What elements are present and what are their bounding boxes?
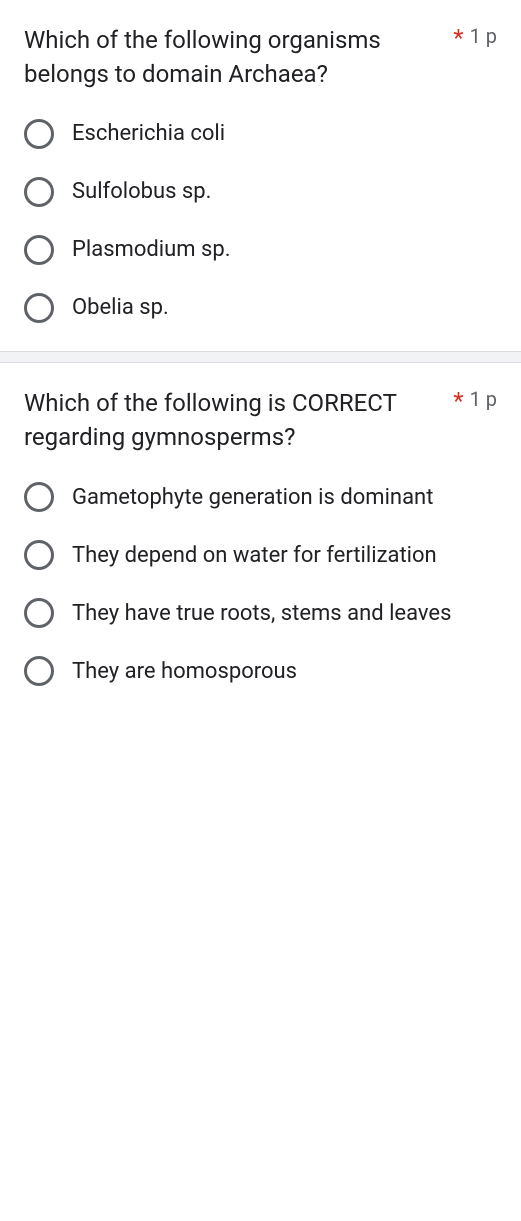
radio-icon[interactable] (24, 656, 54, 686)
option-row[interactable]: They are homosporous (24, 656, 497, 686)
option-row[interactable]: They have true roots, stems and leaves (24, 598, 497, 628)
radio-icon[interactable] (24, 235, 54, 265)
question-card: Which of the following is CORRECT regard… (0, 363, 521, 714)
option-label: They are homosporous (72, 657, 297, 687)
radio-icon[interactable] (24, 119, 54, 149)
option-row[interactable]: Sulfolobus sp. (24, 177, 497, 207)
option-row[interactable]: They depend on water for fertilization (24, 540, 497, 570)
option-row[interactable]: Plasmodium sp. (24, 235, 497, 265)
radio-icon[interactable] (24, 177, 54, 207)
radio-icon[interactable] (24, 293, 54, 323)
radio-icon[interactable] (24, 598, 54, 628)
option-label: Gametophyte generation is dominant (72, 483, 433, 513)
question-header: Which of the following is CORRECT regard… (24, 387, 497, 454)
radio-icon[interactable] (24, 482, 54, 512)
card-divider (0, 351, 521, 363)
option-label: Plasmodium sp. (72, 235, 231, 265)
option-label: Escherichia coli (72, 119, 225, 149)
points-label: 1 p (470, 24, 497, 48)
options-group: Escherichia coli Sulfolobus sp. Plasmodi… (24, 119, 497, 323)
points-label: 1 p (470, 387, 497, 411)
option-row[interactable]: Gametophyte generation is dominant (24, 482, 497, 512)
question-card: Which of the following organisms belongs… (0, 0, 521, 351)
option-label: Obelia sp. (72, 293, 169, 323)
required-marker: * (453, 387, 463, 415)
question-header: Which of the following organisms belongs… (24, 24, 497, 91)
options-group: Gametophyte generation is dominant They … (24, 482, 497, 686)
radio-icon[interactable] (24, 540, 54, 570)
option-label: They depend on water for fertilization (72, 541, 437, 571)
required-marker: * (453, 24, 463, 52)
question-text: Which of the following is CORRECT regard… (24, 387, 445, 454)
option-row[interactable]: Obelia sp. (24, 293, 497, 323)
option-label: They have true roots, stems and leaves (72, 599, 451, 629)
question-text: Which of the following organisms belongs… (24, 24, 445, 91)
option-row[interactable]: Escherichia coli (24, 119, 497, 149)
option-label: Sulfolobus sp. (72, 177, 211, 207)
